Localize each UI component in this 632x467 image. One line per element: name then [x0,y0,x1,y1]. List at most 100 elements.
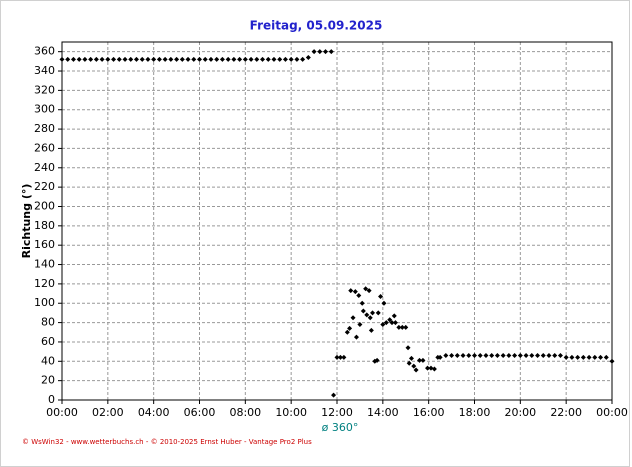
y-tick-label: 320 [34,83,55,96]
y-tick-label: 100 [34,296,55,309]
y-tick-label: 300 [34,103,55,116]
point [406,360,412,366]
point [151,56,157,62]
y-tick-label: 40 [41,354,55,367]
x-tick-label: 00:00 [596,406,628,419]
point [122,56,128,62]
y-tick-label: 120 [34,277,55,290]
point [383,320,389,326]
point [370,310,376,316]
point [288,56,294,62]
point [399,324,405,330]
point [489,352,495,358]
point [425,365,431,371]
point [341,354,347,360]
y-tick-label: 0 [48,393,55,406]
point [598,354,604,360]
point [337,354,343,360]
x-tick-label: 12:00 [321,406,353,419]
point [70,56,76,62]
point [271,56,277,62]
point [248,56,254,62]
point [208,56,214,62]
y-tick-label: 200 [34,199,55,212]
point [443,352,449,358]
x-tick-label: 16:00 [413,406,445,419]
annotation: ø 360° [322,421,359,434]
y-tick-label: 180 [34,219,55,232]
y-tick-label: 80 [41,316,55,329]
point [82,56,88,62]
point [331,392,337,398]
point [411,363,417,369]
point [472,352,477,358]
point [311,49,317,55]
point [580,354,586,360]
point [225,56,231,62]
point [366,288,372,294]
point [368,327,374,333]
point [360,308,366,314]
point [506,352,512,358]
point [323,49,329,55]
point [396,324,402,330]
point [405,345,411,351]
point [483,352,489,358]
point [466,352,472,358]
point [294,56,300,62]
point [282,56,288,62]
point [364,312,370,318]
point [357,322,363,328]
y-tick-label: 260 [34,141,55,154]
point [387,317,393,323]
point [202,56,208,62]
y-tick-label: 20 [41,374,55,387]
x-tick-label: 04:00 [138,406,170,419]
point [156,56,162,62]
point [105,56,111,62]
y-tick-label: 60 [41,335,55,348]
point [494,352,500,358]
point [454,352,460,358]
point [237,56,243,62]
point [260,56,266,62]
footer: © WsWin32 - www.wetterbuchs.ch - © 2010-… [22,438,312,446]
point [523,352,529,358]
point [128,56,134,62]
point [179,56,185,62]
point [191,56,197,62]
point [254,56,260,62]
point [380,322,386,328]
point [391,313,397,319]
point [563,354,569,360]
point [413,367,419,373]
point [334,354,340,360]
point [609,358,615,364]
x-tick-label: 06:00 [184,406,216,419]
x-tick-label: 10:00 [275,406,307,419]
point [352,289,358,295]
point [359,300,365,306]
point [403,324,409,330]
point [408,355,414,361]
y-tick-label: 220 [34,180,55,193]
point [592,354,598,360]
point [389,320,395,326]
point [344,329,350,335]
point [575,354,581,360]
y-axis-label: Richtung (°) [20,184,33,259]
x-tick-label: 22:00 [550,406,582,419]
point [586,354,592,360]
point [99,56,105,62]
point [569,354,575,360]
x-tick-label: 00:00 [46,406,78,419]
point [540,352,546,358]
point [65,56,71,62]
point [76,56,82,62]
chart-title: Freitag, 05.09.2025 [250,19,383,33]
point [552,352,558,358]
point [328,49,334,55]
point [133,56,139,62]
